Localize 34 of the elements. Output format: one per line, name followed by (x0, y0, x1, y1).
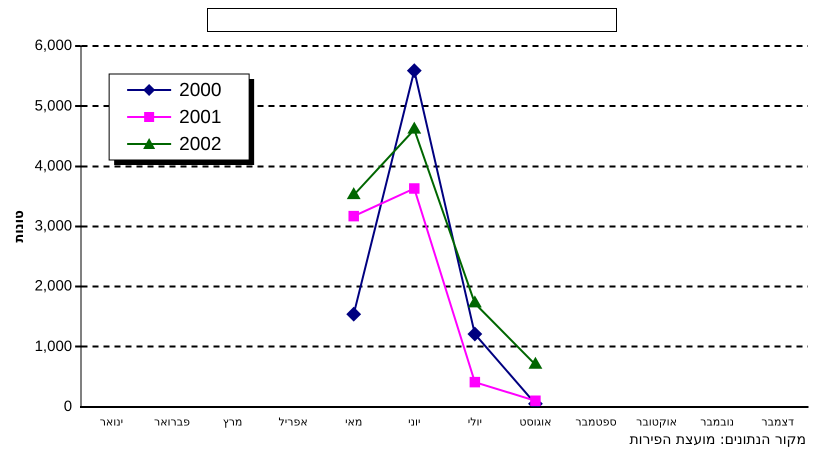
x-tick-label: מרץ (222, 415, 242, 428)
point (348, 210, 359, 222)
y-tick-label: 3,000 (34, 218, 72, 235)
x-tick-label: נובמבר (700, 415, 734, 428)
legend-label: 2002 (179, 134, 222, 156)
y-axis-title: טונות (12, 210, 28, 243)
text: מקור הנתונים: מועצת הפירות (628, 432, 807, 448)
point (407, 64, 422, 78)
x-tick-label: ינואר (100, 415, 124, 428)
x-tick-label: מאי (345, 415, 362, 428)
x-tick-label: יוני (408, 415, 420, 428)
point (470, 376, 480, 388)
legend-label: 2001 (179, 107, 222, 128)
point (468, 296, 482, 308)
point (468, 327, 482, 342)
x-tick-label: אוקטובר (636, 415, 677, 428)
point (408, 122, 420, 134)
y-tick-label: 2,000 (34, 278, 72, 295)
y-tick-label: 6,000 (34, 37, 72, 54)
x-tick-label: אוגוסט (519, 415, 552, 428)
point (346, 307, 361, 322)
x-tick-label: ספטמבר (575, 415, 617, 428)
x-tick-label: אפריל (278, 415, 308, 428)
y-tick-label: 1,000 (34, 338, 72, 355)
point (529, 358, 542, 369)
legend-label: 2000 (179, 80, 222, 102)
y-tick-label: 5,000 (34, 97, 72, 114)
x-tick-label: דצמבר (761, 415, 794, 428)
point (409, 183, 420, 194)
y-tick-label: 0 (64, 398, 72, 415)
y-tick-label: 4,000 (34, 157, 72, 174)
x-tick-label: פברואר (154, 415, 190, 428)
point (348, 188, 360, 200)
x-tick-label: יולי (468, 415, 482, 428)
